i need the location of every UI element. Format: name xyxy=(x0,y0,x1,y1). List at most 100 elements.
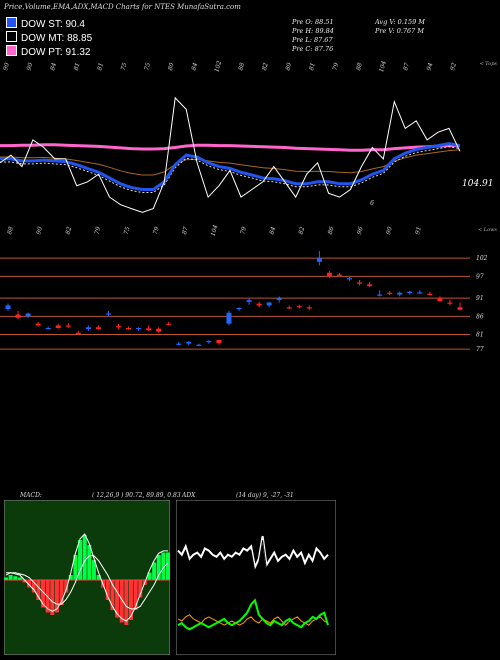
candle-body xyxy=(316,258,322,262)
macd-histogram-bar xyxy=(78,540,83,580)
candle-body xyxy=(457,307,463,310)
top-value-label: 92 xyxy=(449,62,458,71)
macd-histogram-bar xyxy=(156,555,161,580)
candle-body xyxy=(266,302,272,306)
legend-label: DOW PT: 91.32 xyxy=(21,47,91,58)
macd-histogram-bar xyxy=(87,545,92,580)
level-label: 77 xyxy=(476,346,484,353)
low-value-label: 90 xyxy=(35,226,44,235)
top-value-label: 81 xyxy=(96,62,105,71)
adx-inner-line xyxy=(177,540,329,573)
legend-label: DOW ST: 90.4 xyxy=(21,19,85,30)
candle-body xyxy=(75,332,81,334)
top-value-label: 88 xyxy=(237,62,246,71)
candle-body xyxy=(246,300,252,302)
level-label: 81 xyxy=(476,332,484,339)
top-value-label: 87 xyxy=(402,62,411,71)
candle-body xyxy=(156,328,162,332)
candle-body xyxy=(367,284,373,287)
ema-fast-line xyxy=(0,142,461,191)
price-last-label: 104.91 xyxy=(462,179,494,189)
top-value-label: 94 xyxy=(426,62,435,71)
level-label: 97 xyxy=(476,273,484,280)
legend-item: DOW MT: 88.85 xyxy=(6,31,96,44)
low-value-label: 86 xyxy=(327,226,336,235)
top-value-label: 79 xyxy=(332,62,341,71)
macd-histogram-bar xyxy=(96,575,101,580)
top-value-label: 75 xyxy=(120,62,129,71)
macd-histogram-bar xyxy=(13,576,18,580)
candle-body xyxy=(105,313,111,315)
top-value-label: 104 xyxy=(378,60,388,73)
top-value-label: 75 xyxy=(143,62,152,71)
candle-body xyxy=(347,278,353,280)
candle-body xyxy=(126,328,132,330)
top-value-label: 82 xyxy=(261,62,270,71)
adx-label: ADX xyxy=(182,492,196,499)
main-chart: 90 90 84 81 81 75 75 80 84 102 88 82 80 81 79 88 104 87 94… xyxy=(0,60,497,353)
legend-swatch xyxy=(6,31,17,42)
top-value-label: 90 xyxy=(2,62,11,71)
candle-body xyxy=(336,274,342,276)
candle-body xyxy=(397,292,403,295)
candle-body xyxy=(55,325,61,328)
low-value-label: 84 xyxy=(268,226,277,235)
macd-histogram-bar xyxy=(115,580,120,618)
low-value-label: 82 xyxy=(298,226,307,235)
candle-body xyxy=(15,314,21,318)
level-label: 86 xyxy=(476,313,484,320)
macd-histogram-bar xyxy=(161,552,166,580)
candle-body xyxy=(45,328,51,330)
macd-histogram-bar xyxy=(124,580,129,625)
candle-body xyxy=(286,307,292,309)
candle-body xyxy=(206,341,212,343)
ema-long-line xyxy=(0,143,460,152)
low-value-label: 91 xyxy=(414,226,423,235)
legend-label: DOW MT: 88.85 xyxy=(21,33,93,44)
stat-open: Pre O: 88.51 xyxy=(292,18,334,26)
candle-body xyxy=(437,298,443,302)
candle-body xyxy=(196,344,202,346)
macd-histogram-bar xyxy=(166,552,170,580)
macd-histogram-bar xyxy=(17,577,22,580)
macd-histogram-bar xyxy=(41,580,46,608)
legend-swatch xyxy=(6,17,17,28)
top-value-label: 84 xyxy=(190,62,199,71)
candle-body xyxy=(176,343,182,345)
candle-body xyxy=(85,327,91,330)
candle-body xyxy=(357,282,363,284)
top-value-label: 84 xyxy=(49,62,58,71)
macd-histogram-bar xyxy=(91,560,96,580)
candle-body xyxy=(377,294,383,296)
top-value-label: 81 xyxy=(308,62,317,71)
macd-histogram-bar xyxy=(110,580,115,610)
low-value-label: 87 xyxy=(181,226,190,235)
macd-histogram-bar xyxy=(147,572,152,580)
candle-body xyxy=(236,308,242,310)
adx-green-line xyxy=(177,598,329,631)
macd-histogram-bar xyxy=(8,575,13,580)
candle-body xyxy=(296,306,302,308)
macd-params: ( 12,26,9 ) 90.72, 89.89, 0.83 xyxy=(92,492,181,499)
candle-body xyxy=(256,303,262,306)
candle-body xyxy=(216,340,222,344)
adx-params: (14 day) 9, -27, -31 xyxy=(236,492,294,499)
macd-histogram-bar xyxy=(50,580,55,615)
candle-body xyxy=(115,326,121,328)
low-value-label: 96 xyxy=(356,226,365,235)
stat-prev-volume: Pre V: 0.767 M xyxy=(375,27,425,35)
candle-body xyxy=(65,325,71,327)
macd-histogram-bar xyxy=(105,580,110,600)
macd-histogram-bar xyxy=(128,580,133,620)
candle-body xyxy=(306,307,312,309)
macd-panel-bg xyxy=(4,500,170,655)
legend-item: DOW PT: 91.32 xyxy=(6,45,96,58)
candle-body xyxy=(136,328,142,330)
macd-histogram-bar xyxy=(152,562,157,580)
top-value-label: 88 xyxy=(355,62,364,71)
adx-orange-line xyxy=(177,614,329,626)
macd-histogram-bar xyxy=(4,577,8,580)
candle-body xyxy=(5,305,11,310)
candle-body xyxy=(427,293,433,296)
macd-histogram-bar xyxy=(64,580,69,593)
